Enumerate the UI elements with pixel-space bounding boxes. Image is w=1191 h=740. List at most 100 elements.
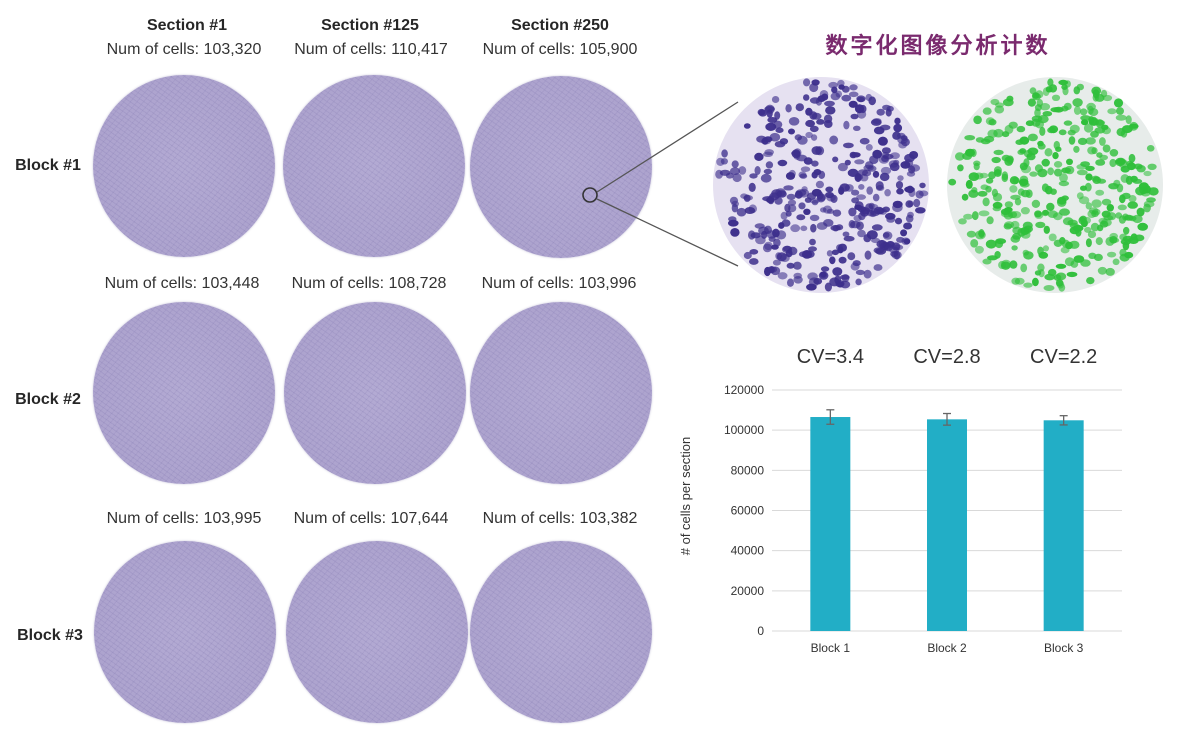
nucleus <box>886 105 894 112</box>
block-label-1: Block #1 <box>15 157 81 174</box>
nucleus <box>749 258 759 265</box>
nucleus <box>893 123 903 133</box>
nucleus <box>863 269 872 279</box>
column-header-section-1: Section #1 <box>146 17 228 34</box>
nucleus <box>811 160 819 167</box>
nucleus <box>980 184 989 190</box>
nucleus <box>876 207 885 215</box>
nucleus <box>1014 198 1022 206</box>
section-image-block2-section1 <box>93 302 275 484</box>
nucleus <box>1072 98 1083 107</box>
nucleus <box>1091 199 1102 208</box>
nucleus <box>793 272 802 279</box>
nucleus <box>766 230 777 239</box>
y-tick-label: 40000 <box>731 544 765 558</box>
nucleus <box>785 104 792 113</box>
nucleus <box>1078 196 1090 205</box>
nucleus <box>957 164 964 172</box>
nucleus <box>1059 208 1070 216</box>
nucleus <box>992 192 1003 202</box>
nucleus <box>856 95 866 103</box>
nucleus <box>777 159 788 167</box>
nucleus <box>865 93 873 102</box>
nucleus <box>788 169 796 178</box>
nucleus <box>988 171 996 180</box>
nucleus <box>1117 157 1126 165</box>
nucleus <box>730 228 740 237</box>
nucleus <box>1132 214 1143 224</box>
nucleus <box>850 113 859 120</box>
nucleus <box>738 166 747 175</box>
nucleus <box>1117 204 1127 211</box>
nucleus <box>896 188 904 195</box>
nucleus <box>1101 218 1112 227</box>
y-tick-label: 100000 <box>724 423 764 437</box>
nucleus <box>1128 195 1137 203</box>
nucleus <box>796 214 806 221</box>
nucleus <box>1047 127 1056 134</box>
nucleus <box>1019 136 1030 145</box>
nucleus <box>854 159 865 165</box>
zoom-line-bottom <box>596 198 739 267</box>
nucleus <box>816 119 825 125</box>
nucleus <box>790 224 801 233</box>
nucleus <box>991 156 1001 164</box>
nucleus <box>992 201 1003 209</box>
cell-count-block1-section250: Num of cells: 105,900 <box>482 41 638 58</box>
nucleus <box>798 202 806 210</box>
nucleus <box>1025 120 1035 127</box>
nucleus <box>1102 144 1111 153</box>
zoomed-stained-image <box>710 74 932 296</box>
nucleus <box>805 107 813 116</box>
nucleus <box>973 162 980 171</box>
nucleus <box>1113 98 1124 108</box>
nucleus <box>774 111 781 120</box>
nucleus <box>843 120 850 130</box>
nucleus <box>904 186 915 193</box>
nucleus <box>772 259 781 266</box>
nucleus <box>1062 217 1074 226</box>
nucleus <box>886 241 895 248</box>
nucleus <box>826 250 833 257</box>
nucleus <box>1084 226 1092 233</box>
nucleus <box>982 258 992 265</box>
nucleus <box>974 245 984 254</box>
nucleus <box>754 166 761 175</box>
nucleus <box>788 246 798 256</box>
nucleus <box>881 147 891 154</box>
nucleus <box>777 272 788 280</box>
nucleus <box>776 252 787 262</box>
nucleus <box>736 207 747 217</box>
nucleus <box>1023 282 1033 288</box>
nucleus <box>884 189 891 197</box>
nucleus <box>994 105 1005 114</box>
nucleus <box>716 157 725 166</box>
nucleus <box>1001 173 1009 183</box>
nucleus <box>886 216 896 223</box>
nucleus <box>849 84 858 91</box>
nucleus <box>1055 146 1062 152</box>
nucleus <box>891 250 902 260</box>
bar-block-1 <box>810 417 851 631</box>
nucleus <box>905 214 914 223</box>
nucleus <box>866 230 878 240</box>
nucleus <box>809 238 816 246</box>
nucleus <box>825 186 834 193</box>
nucleus <box>1043 225 1050 234</box>
nucleus <box>810 223 817 233</box>
nucleus <box>1034 211 1044 219</box>
nucleus <box>808 246 817 252</box>
nucleus <box>1105 267 1115 276</box>
zoom-line-top <box>596 101 739 193</box>
nucleus <box>775 127 784 133</box>
nucleus <box>948 178 957 186</box>
nucleus <box>1020 263 1028 273</box>
nucleus <box>773 120 783 129</box>
nucleus <box>1076 83 1084 91</box>
nucleus <box>955 152 965 161</box>
nucleus <box>1026 152 1036 161</box>
nucleus <box>1148 187 1159 196</box>
nucleus <box>1001 131 1010 138</box>
nucleus <box>872 193 880 202</box>
nucleus <box>1085 202 1092 210</box>
